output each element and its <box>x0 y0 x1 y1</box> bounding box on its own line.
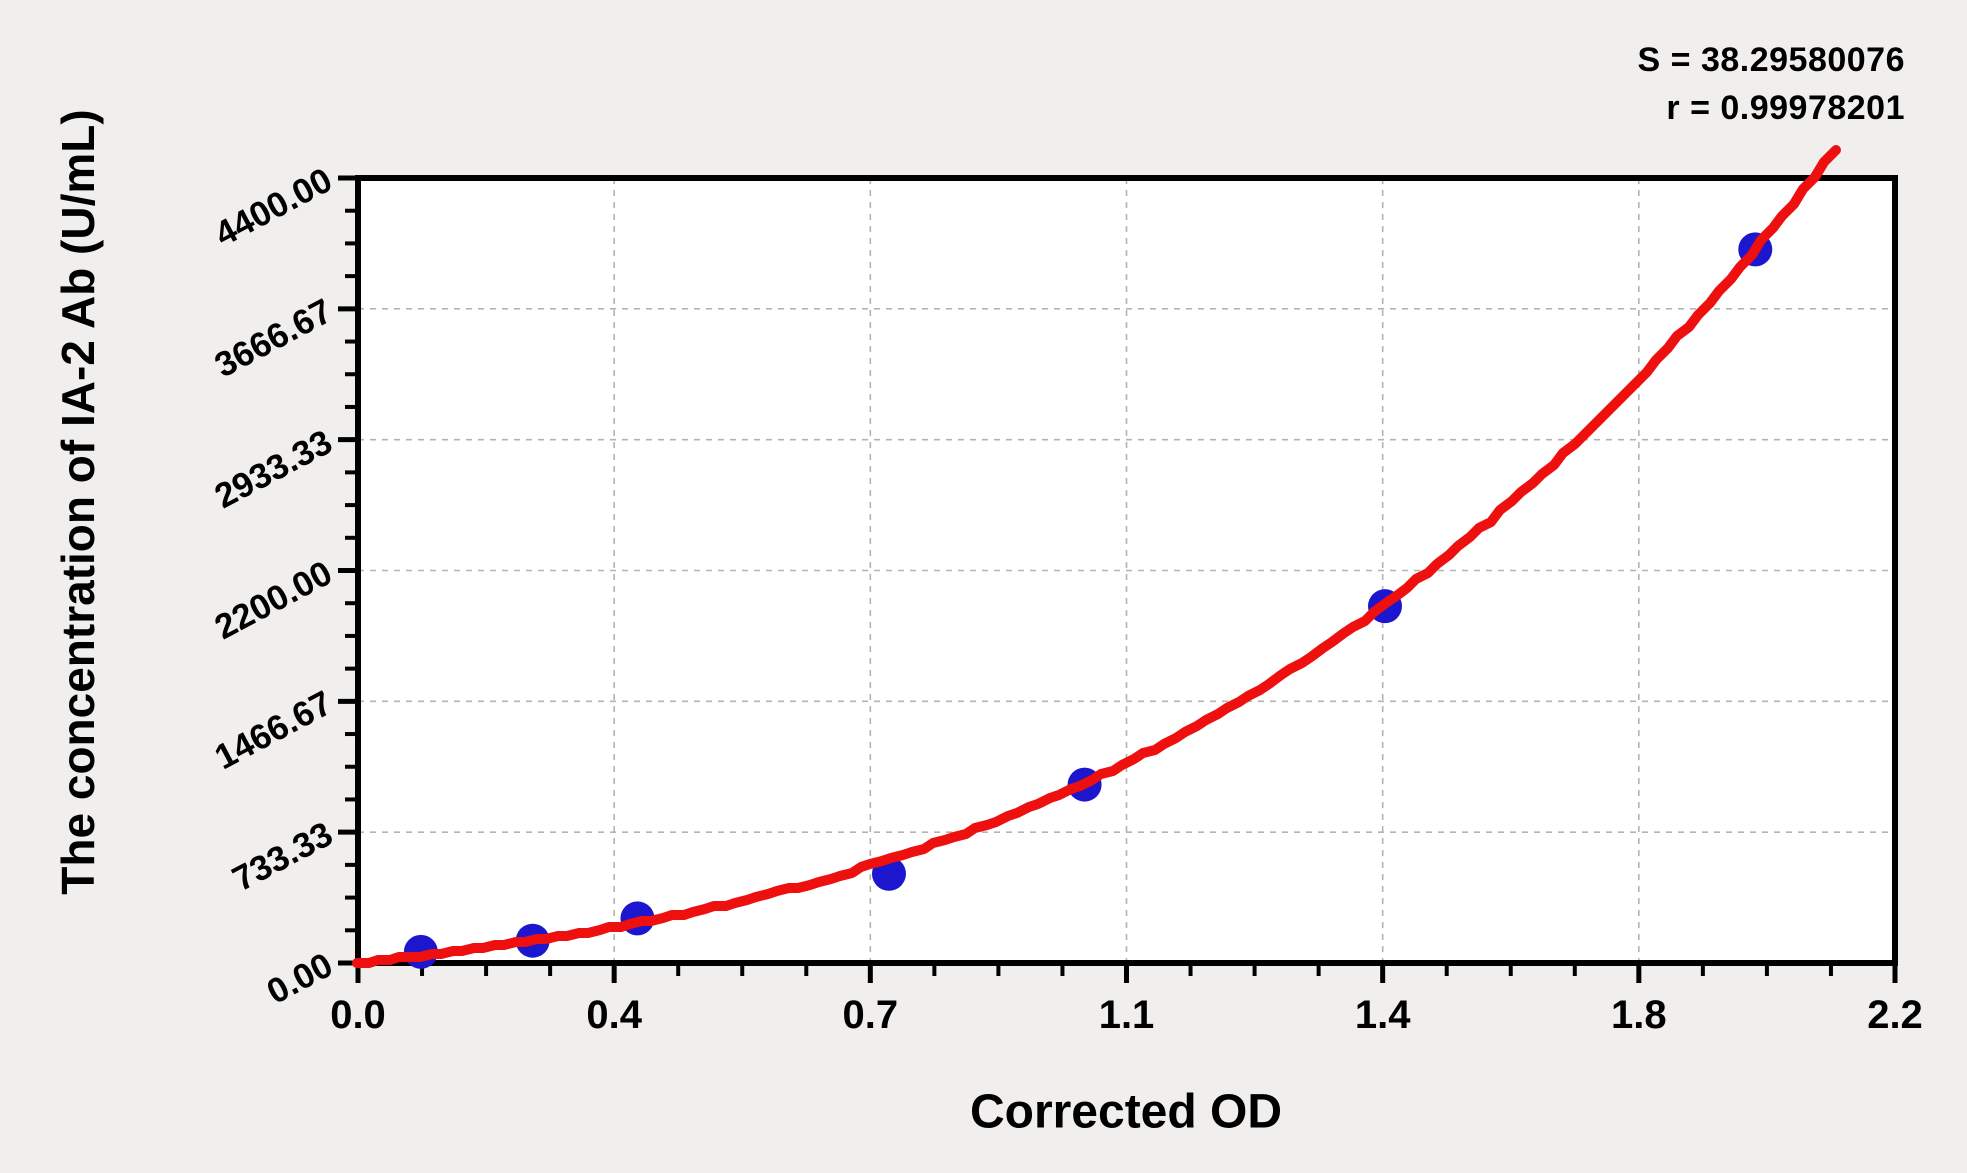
x-tick-label: 0.4 <box>586 993 642 1037</box>
x-tick-label: 1.1 <box>1098 993 1155 1037</box>
fit-statistics: S = 38.29580076 r = 0.99978201 <box>1638 36 1905 132</box>
fitted-curve <box>352 145 1841 968</box>
fit-stat-r: r = 0.99978201 <box>1666 89 1905 127</box>
x-tick-label: 1.8 <box>1611 993 1667 1037</box>
x-tick-label: 0.7 <box>842 993 899 1037</box>
x-tick-label: 1.4 <box>1354 993 1411 1037</box>
x-tick-label: 0.0 <box>330 993 386 1037</box>
x-tick-label: 2.2 <box>1867 993 1923 1037</box>
x-axis-title: Corrected OD <box>969 1085 1283 1139</box>
fit-stat-s: S = 38.29580076 <box>1637 41 1905 79</box>
